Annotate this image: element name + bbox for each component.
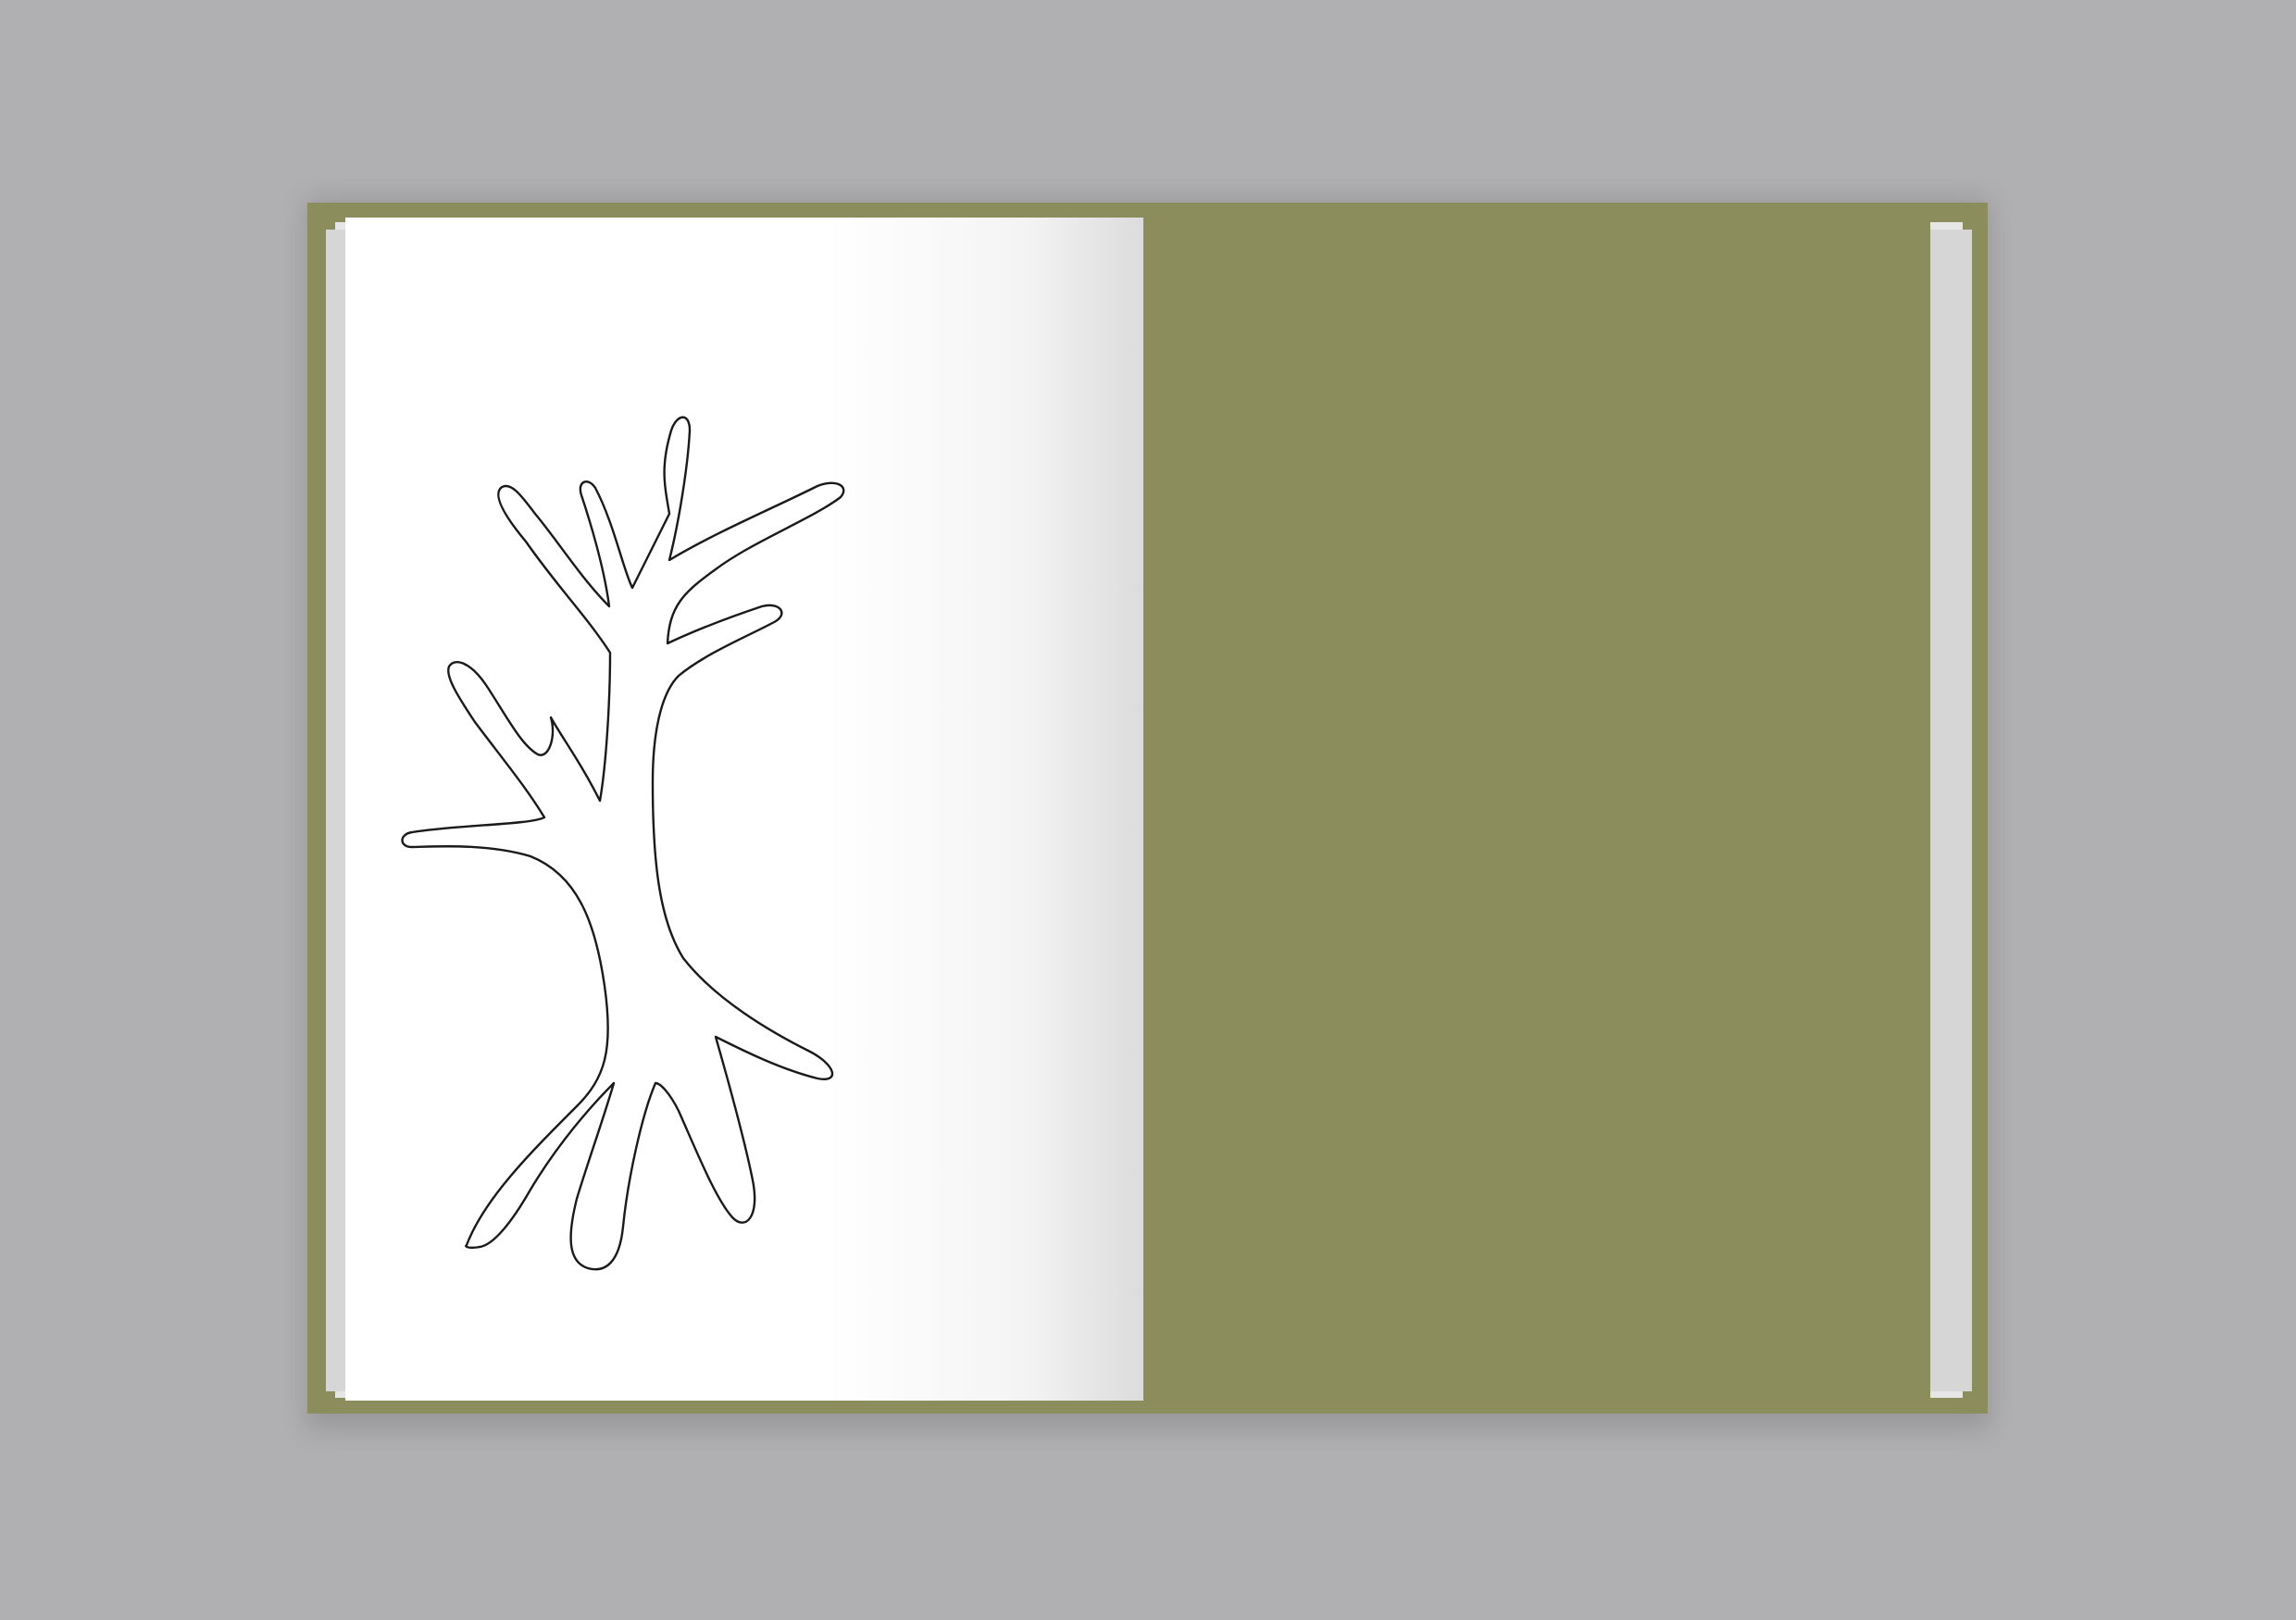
tree-left-final [401, 416, 845, 1271]
tree-outline-shape [401, 416, 845, 1271]
left-page-final [345, 218, 1143, 1401]
page-stack-right-inner [1930, 230, 1972, 1391]
